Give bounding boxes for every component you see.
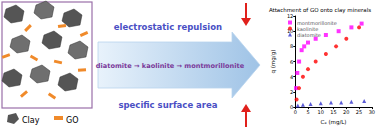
- svg-text:6: 6: [290, 59, 293, 65]
- svg-text:0: 0: [294, 109, 297, 115]
- svg-text:q (mg/g): q (mg/g): [270, 50, 277, 74]
- svg-text:5: 5: [306, 109, 309, 115]
- svg-text:4: 4: [290, 74, 293, 80]
- svg-text:15: 15: [330, 109, 336, 115]
- svg-text:diatomite: diatomite: [297, 32, 321, 38]
- svg-text:0: 0: [290, 104, 294, 111]
- svg-text:GO: GO: [66, 116, 79, 125]
- svg-text:electrostatic repulsion: electrostatic repulsion: [114, 22, 222, 32]
- svg-text:montmorillonite: montmorillonite: [297, 19, 337, 26]
- svg-text:Attachment of GO onto clay min: Attachment of GO onto clay minerals: [269, 7, 371, 14]
- svg-text:25: 25: [356, 109, 362, 115]
- svg-text:12: 12: [287, 13, 293, 19]
- svg-text:30: 30: [369, 109, 375, 115]
- svg-text:2: 2: [290, 89, 293, 95]
- svg-text:Cₑ (mg/L): Cₑ (mg/L): [321, 119, 347, 126]
- svg-text:specific surface area: specific surface area: [118, 100, 217, 110]
- svg-text:20: 20: [343, 109, 349, 115]
- svg-text:8: 8: [290, 43, 293, 49]
- svg-text:Clay: Clay: [22, 116, 40, 125]
- svg-text:10: 10: [286, 28, 294, 35]
- svg-text:diatomite → kaolinite → montmo: diatomite → kaolinite → montmorillonite: [96, 62, 245, 70]
- svg-text:kaolinite: kaolinite: [297, 25, 319, 32]
- svg-text:10: 10: [318, 109, 324, 115]
